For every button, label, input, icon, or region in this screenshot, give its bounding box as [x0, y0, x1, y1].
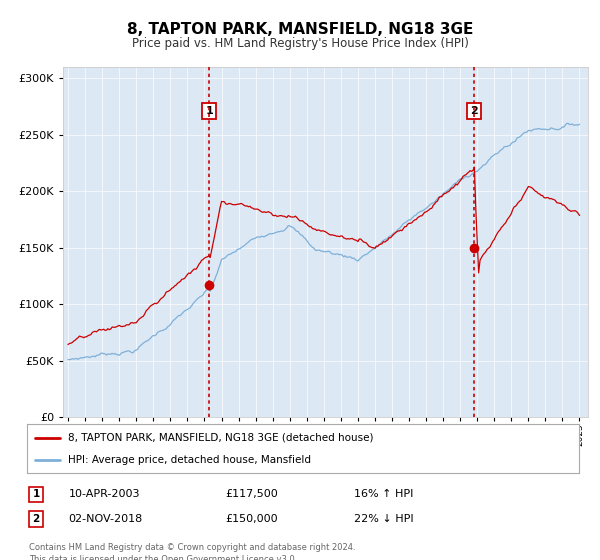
Text: 8, TAPTON PARK, MANSFIELD, NG18 3GE (detached house): 8, TAPTON PARK, MANSFIELD, NG18 3GE (det… — [68, 433, 374, 442]
Text: Contains HM Land Registry data © Crown copyright and database right 2024.
This d: Contains HM Land Registry data © Crown c… — [29, 543, 355, 560]
Text: 2: 2 — [32, 514, 40, 524]
Text: £117,500: £117,500 — [226, 489, 278, 500]
Text: Price paid vs. HM Land Registry's House Price Index (HPI): Price paid vs. HM Land Registry's House … — [131, 37, 469, 50]
Text: 8, TAPTON PARK, MANSFIELD, NG18 3GE: 8, TAPTON PARK, MANSFIELD, NG18 3GE — [127, 22, 473, 38]
Text: 02-NOV-2018: 02-NOV-2018 — [68, 514, 142, 524]
Text: 10-APR-2003: 10-APR-2003 — [69, 489, 141, 500]
Text: 1: 1 — [32, 489, 40, 500]
Text: £150,000: £150,000 — [226, 514, 278, 524]
Text: 2: 2 — [470, 106, 478, 116]
Text: 1: 1 — [205, 106, 213, 116]
Text: 16% ↑ HPI: 16% ↑ HPI — [355, 489, 413, 500]
Text: 22% ↓ HPI: 22% ↓ HPI — [354, 514, 414, 524]
Text: HPI: Average price, detached house, Mansfield: HPI: Average price, detached house, Mans… — [68, 455, 311, 465]
